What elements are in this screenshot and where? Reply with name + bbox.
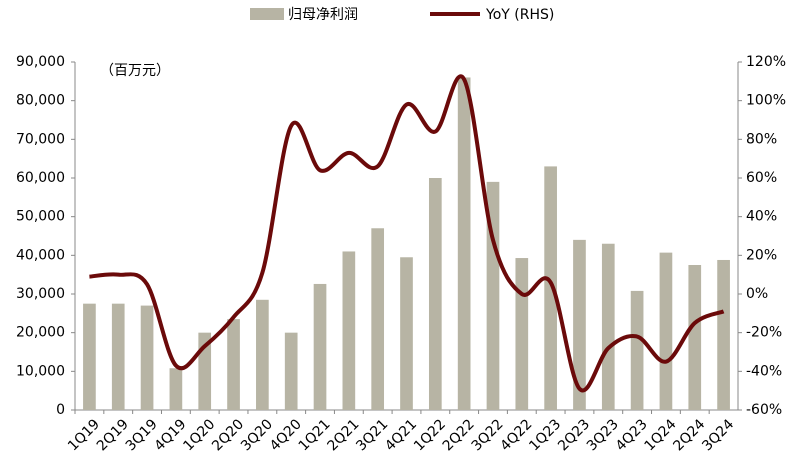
bar [573,239,586,410]
bar [284,332,298,410]
y2-tick-label: 100% [746,93,786,109]
bar [256,299,269,410]
bar [630,290,644,410]
bar [111,303,125,410]
y-tick-label: 90,000 [16,54,65,70]
bar [601,243,615,410]
x-tick-label: 3Q21 [353,416,391,454]
y2-tick-label: 20% [746,247,777,263]
y2-tick-label: -60% [746,402,782,418]
line [89,74,725,393]
x-tick-label: 4Q21 [382,416,420,454]
y-tick-label: 30,000 [16,286,65,302]
bar [169,368,183,410]
x-tick-label: 3Q23 [584,416,622,454]
y-tick-label: 20,000 [16,325,65,341]
unit-label: （百万元） [100,63,170,79]
x-tick-label: 3Q20 [238,416,276,454]
x-tick-label: 2Q23 [555,416,593,454]
y2-tick-label: 0% [746,286,768,302]
x-tick-label: 1Q19 [65,416,103,454]
y2-tick-label: 40% [746,209,777,225]
bar [227,319,240,410]
x-tick-label: 1Q21 [296,416,334,454]
y-tick-label: 40,000 [16,247,65,263]
bar [342,251,356,410]
bar [400,257,413,410]
bar [83,303,96,410]
bar [371,228,385,410]
y-tick-label: 70,000 [16,131,65,147]
y2-tick-label: -20% [746,325,782,341]
x-tick-label: 2Q20 [209,416,247,454]
legend-label: 归母净利润 [288,6,358,23]
y2-tick-label: 80% [746,131,777,147]
x-tick-label: 4Q20 [267,416,305,454]
x-tick-label: 4Q19 [152,416,190,454]
y2-tick-label: 60% [746,170,777,186]
x-tick-label: 1Q24 [642,416,680,454]
bar [544,166,557,410]
legend-label: YoY (RHS) [485,7,554,23]
bar [717,259,730,410]
x-tick-label: 2Q19 [94,416,132,454]
y-tick-label: 10,000 [16,363,65,379]
bar [428,178,442,410]
bar [659,252,673,410]
y2-tick-label: 120% [746,54,786,70]
y2-tick-label: -40% [746,363,782,379]
bar [515,258,529,410]
x-tick-label: 2Q22 [440,416,478,454]
y-tick-label: 50,000 [16,209,65,225]
x-tick-label: 4Q22 [497,416,535,454]
x-tick-label: 2Q21 [324,416,362,454]
bar [688,265,702,410]
bar [140,305,154,410]
x-tick-label: 3Q19 [123,416,161,454]
y-tick-label: 80,000 [16,93,65,109]
legend-swatch [250,8,284,20]
x-tick-label: 1Q20 [180,416,218,454]
bar [457,77,471,410]
x-tick-label: 2Q24 [670,416,708,454]
x-tick-label: 3Q24 [699,416,737,454]
x-tick-label: 1Q22 [411,416,449,454]
y-tick-label: 60,000 [16,170,65,186]
x-tick-label: 1Q23 [526,416,564,454]
bar [313,283,327,410]
y-tick-label: 0 [56,402,65,418]
bar [486,181,500,410]
x-tick-label: 4Q23 [613,416,651,454]
x-tick-label: 3Q22 [469,416,507,454]
